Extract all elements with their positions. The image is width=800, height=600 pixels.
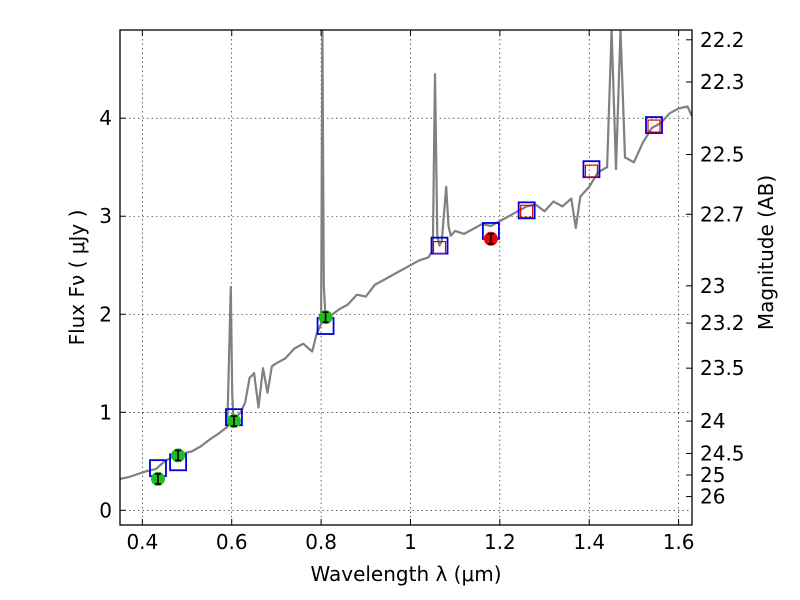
y-tick-label: 4	[99, 106, 112, 130]
y-tick-label: 0	[99, 498, 112, 522]
right-tick-label: 22.2	[700, 28, 745, 52]
spectrum-layer	[120, 30, 692, 480]
right-tick-label: 24	[700, 409, 725, 433]
model-point-red	[584, 164, 599, 178]
right-tick-label: 23	[700, 274, 725, 298]
photometry-layer	[149, 116, 663, 486]
x-tick-label: 0.8	[305, 530, 337, 554]
model-point-red	[647, 119, 661, 133]
x-tick-label: 0.4	[126, 530, 158, 554]
plot-frame	[119, 29, 693, 526]
x-tick-label: 0.6	[216, 530, 248, 554]
y-tick-label: 3	[99, 204, 112, 228]
right-tick-label: 23.5	[700, 356, 745, 380]
x-tick-label: 1.6	[663, 530, 695, 554]
model-point-blue	[645, 116, 663, 134]
x-axis-title: Wavelength λ (μm)	[310, 562, 501, 586]
x-tick-label: 1.2	[484, 530, 516, 554]
y-axis-title: Flux Fν ( μJy )	[65, 210, 89, 346]
model-point-red	[432, 241, 447, 255]
y-tick-label: 1	[99, 400, 112, 424]
right-tick-label: 26	[700, 485, 725, 509]
right-tick-label: 23.2	[700, 311, 745, 335]
right-tick-label: 22.5	[700, 142, 745, 166]
right-tick-label: 22.3	[700, 70, 745, 94]
right-tick-label: 22.7	[700, 202, 745, 226]
grid-lines	[120, 30, 692, 525]
right-axis-title: Magnitude (AB)	[754, 175, 778, 330]
spectrum-line	[120, 30, 692, 480]
y-tick-label: 2	[99, 302, 112, 326]
right-tick-label: 24.5	[700, 441, 745, 465]
right-tick-label: 25	[700, 463, 725, 487]
tick-marks	[120, 30, 692, 525]
model-point-blue	[517, 201, 536, 220]
x-tick-label: 1.4	[573, 530, 605, 554]
tick-labels: 0.4 0.6 0.8 1 1.2 1.4 1.60123422.222.322.522.7…	[99, 28, 744, 554]
model-point-red	[520, 204, 534, 218]
x-tick-label: 1	[404, 530, 417, 554]
axis-titles: Wavelength λ (μm) Flux Fν ( μJy ) Magnitud…	[65, 175, 778, 586]
